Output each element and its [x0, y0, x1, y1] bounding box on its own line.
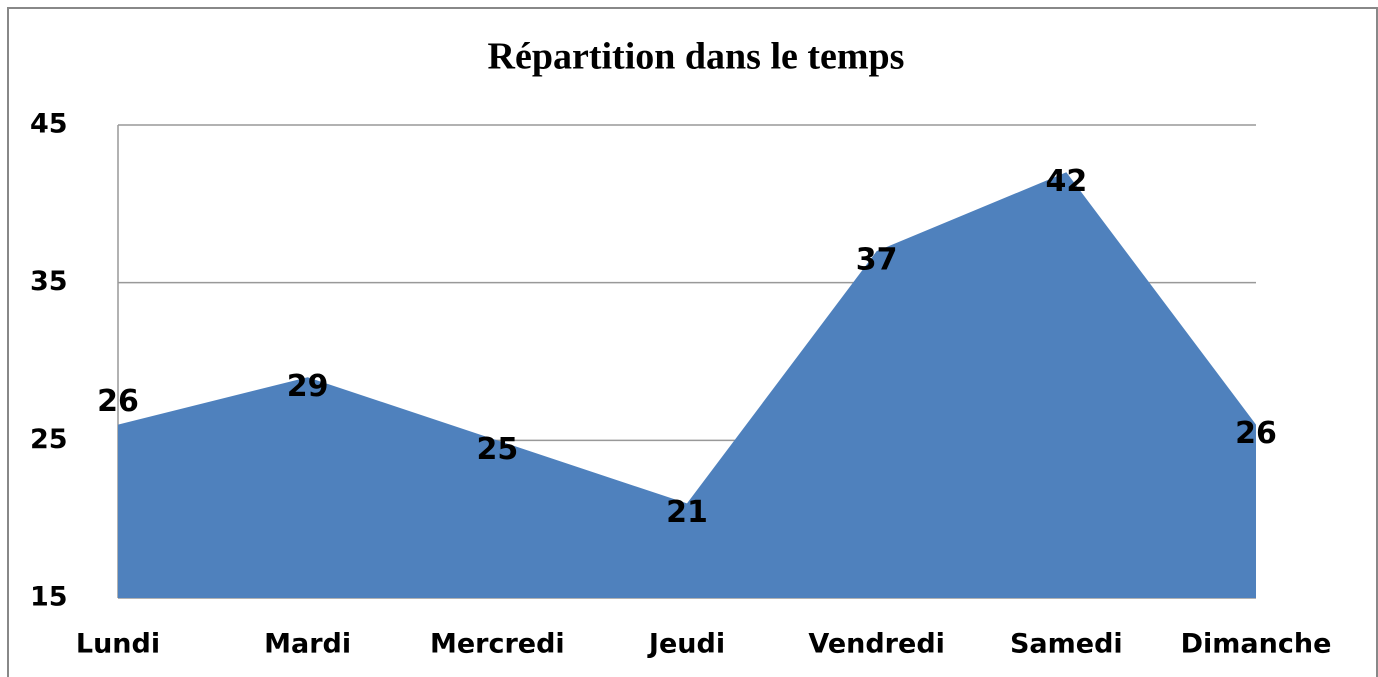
data-label: 21: [666, 495, 708, 530]
area: [118, 172, 1256, 599]
data-label: 37: [856, 243, 898, 278]
data-label: 26: [1235, 416, 1277, 451]
y-tick-label: 35: [30, 266, 68, 297]
chart-frame: [7, 7, 1378, 677]
y-tick-label: 45: [30, 109, 68, 140]
x-tick-label: Vendredi: [808, 629, 945, 660]
x-tick-label: Mercredi: [430, 629, 565, 660]
y-tick-label: 15: [30, 582, 68, 613]
x-tick-label: Dimanche: [1181, 629, 1332, 660]
x-tick-label: Lundi: [76, 629, 160, 660]
x-tick-label: Samedi: [1010, 629, 1123, 660]
y-tick-label: 25: [30, 424, 68, 455]
data-label: 26: [97, 384, 139, 419]
data-label: 25: [476, 432, 518, 467]
x-tick-label: Mardi: [264, 629, 351, 660]
data-label: 29: [287, 369, 329, 404]
data-label: 42: [1045, 164, 1087, 199]
x-tick-label: Jeudi: [647, 629, 725, 660]
chart-title: Répartition dans le temps: [488, 36, 905, 78]
